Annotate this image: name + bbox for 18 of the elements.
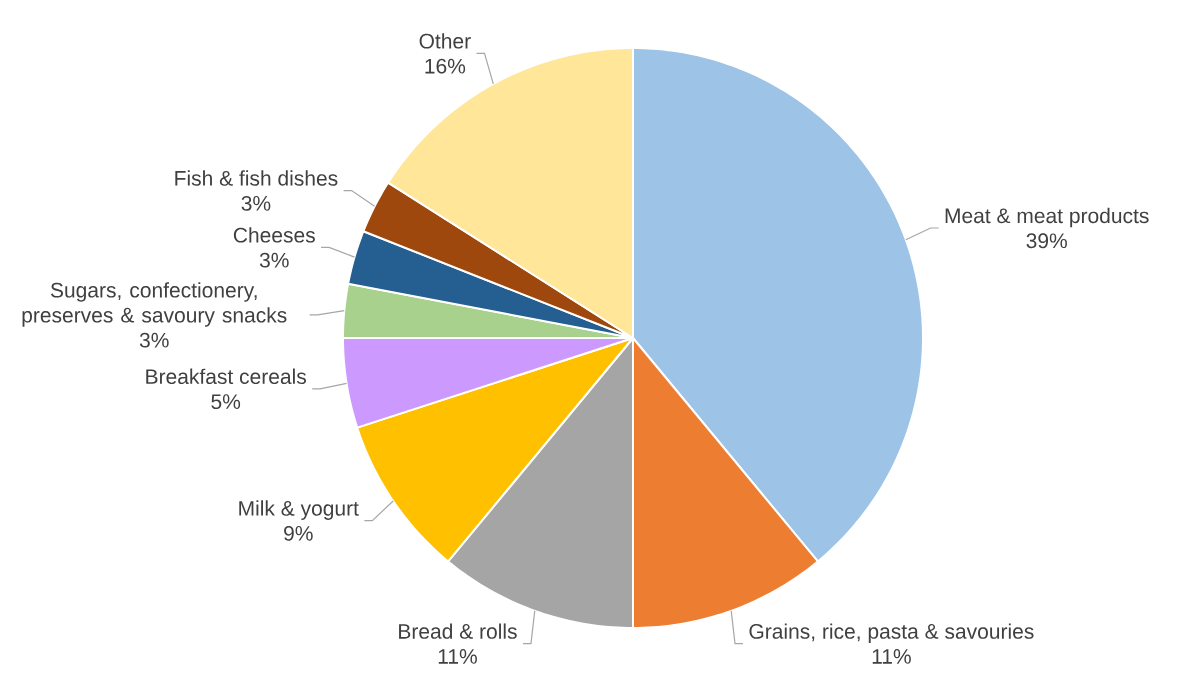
data-label: 39% xyxy=(1026,233,1067,249)
slice-label: Bread & rolls xyxy=(399,623,517,639)
data-label: 11% xyxy=(438,649,477,664)
slice-label: Fish & fish dishes xyxy=(175,170,338,186)
data-label: 11% xyxy=(872,649,911,664)
slice-label: Cheeses xyxy=(233,227,315,243)
slice-label: Breakfast cereals xyxy=(146,368,307,385)
data-label: 3% xyxy=(139,332,169,348)
slice-label: Milk & yogurt xyxy=(239,500,359,520)
data-label: 3% xyxy=(241,195,271,211)
slice-label: Meat & meat products xyxy=(945,207,1149,228)
data-label: 9% xyxy=(284,525,313,541)
slice-label: Grains, rice, pasta & savouries xyxy=(749,623,1034,643)
data-label: 3% xyxy=(259,252,289,268)
slice-label: Sugars, confectionery, preserves & savoury snacks xyxy=(22,282,287,327)
slice-label: Other xyxy=(419,33,471,49)
data-label: 16% xyxy=(425,58,466,74)
data-label: 5% xyxy=(211,394,241,410)
